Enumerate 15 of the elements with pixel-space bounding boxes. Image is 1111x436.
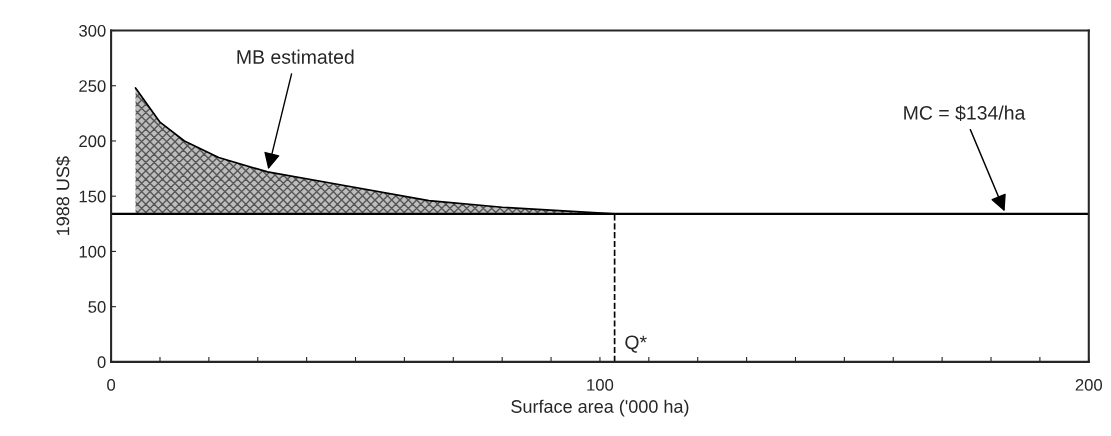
annotation: MB estimated — [237, 49, 354, 64]
x-tick-label: 100 — [587, 378, 614, 391]
y-tick-label: 200 — [79, 135, 106, 148]
y-tick-label: 150 — [79, 190, 106, 203]
annotation: MC = $134/ha — [904, 105, 1026, 121]
y-axis-title: 1988 US$ — [55, 156, 71, 235]
y-tick-label: 0 — [97, 356, 106, 369]
y-tick-label: 100 — [79, 245, 106, 258]
x-tick-label: 200 — [1075, 378, 1103, 391]
y-tick-label: 50 — [88, 301, 106, 313]
ref-line-label: Q* — [625, 335, 647, 353]
x-tick-label: 0 — [107, 378, 116, 391]
y-tick-label: 250 — [79, 80, 106, 92]
y-tick-label: 300 — [79, 24, 106, 37]
x-axis-title: Surface area ('000 ha) — [511, 399, 689, 417]
